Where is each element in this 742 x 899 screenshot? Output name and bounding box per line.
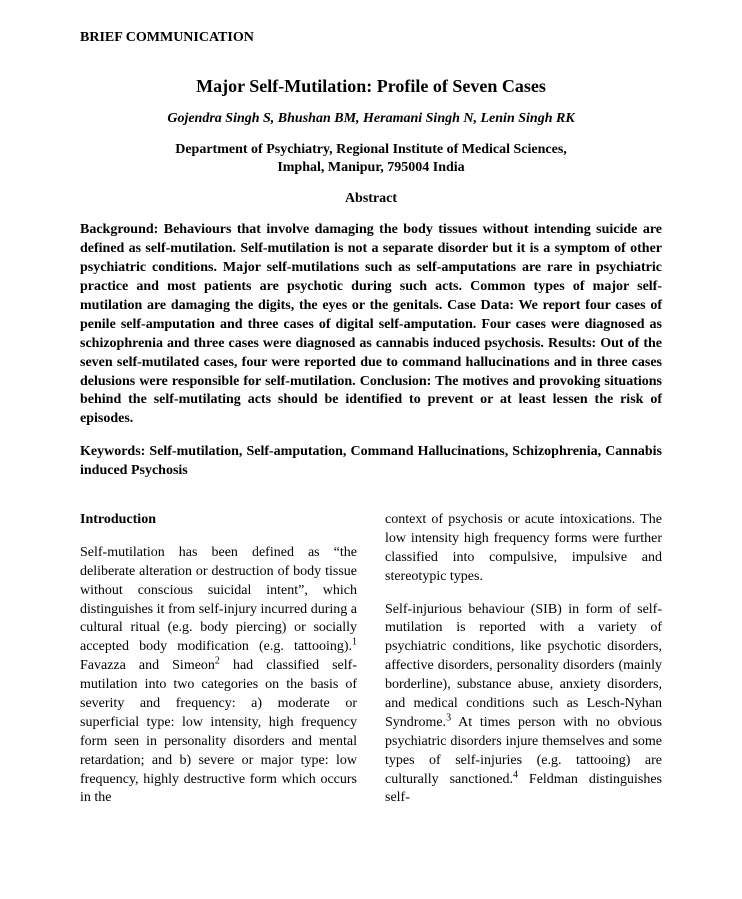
body-columns: Introduction Self-mutilation has been de…: [80, 511, 662, 822]
section-label: BRIEF COMMUNICATION: [80, 30, 662, 46]
affiliation-line-2: Imphal, Manipur, 795004 India: [277, 160, 464, 175]
affiliation: Department of Psychiatry, Regional Insti…: [80, 141, 662, 177]
column-right: context of psychosis or acute intoxicati…: [385, 511, 662, 822]
col2-para1: context of psychosis or acute intoxicati…: [385, 511, 662, 587]
column-left: Introduction Self-mutilation has been de…: [80, 511, 357, 822]
authors-line: Gojendra Singh S, Bhushan BM, Heramani S…: [80, 111, 662, 127]
page: BRIEF COMMUNICATION Major Self-Mutilatio…: [0, 0, 742, 899]
col2-text-a: Self-injurious behaviour (SIB) in form o…: [385, 602, 662, 730]
col2-para2: Self-injurious behaviour (SIB) in form o…: [385, 601, 662, 809]
affiliation-line-1: Department of Psychiatry, Regional Insti…: [175, 142, 567, 157]
abstract-heading: Abstract: [80, 191, 662, 207]
col1-para1: Self-mutilation has been defined as “the…: [80, 544, 357, 808]
abstract-body: Background: Behaviours that involve dama…: [80, 221, 662, 429]
col1-text-c: had classified self-mutilation into two …: [80, 658, 357, 805]
keywords: Keywords: Self-mutilation, Self-amputati…: [80, 443, 662, 481]
col1-text-b: Favazza and Simeon: [80, 658, 215, 673]
col1-text-a: Self-mutilation has been defined as “the…: [80, 545, 357, 654]
intro-heading: Introduction: [80, 511, 357, 530]
paper-title: Major Self-Mutilation: Profile of Seven …: [80, 76, 662, 97]
ref-1-sup: 1: [352, 637, 357, 648]
